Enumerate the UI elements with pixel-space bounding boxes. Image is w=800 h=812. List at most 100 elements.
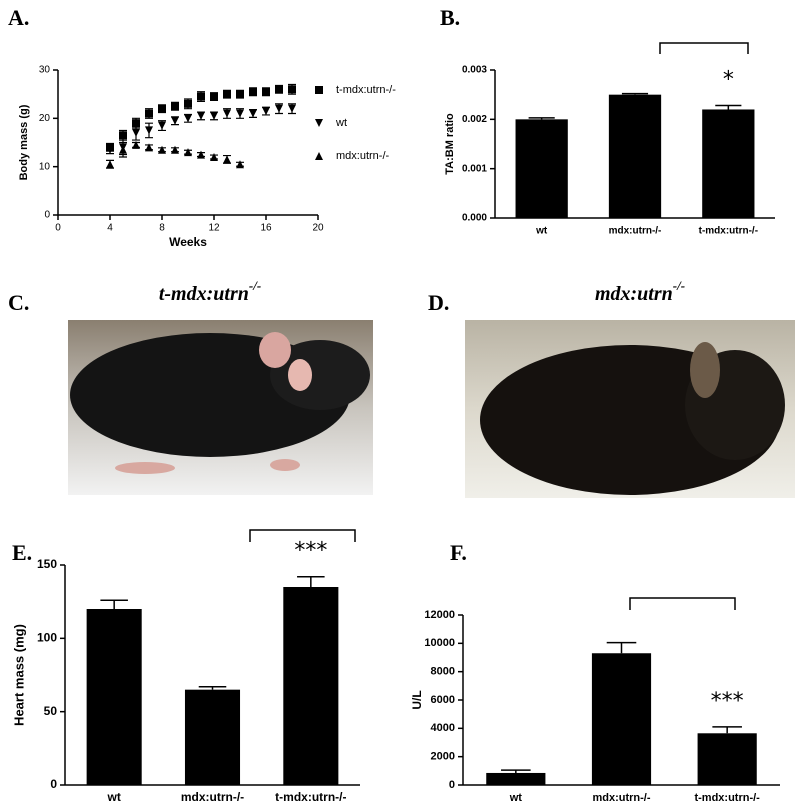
x-axis-label: Weeks: [169, 235, 207, 249]
x-tick-label: wt: [106, 790, 120, 804]
panel-label: F.: [450, 540, 467, 565]
x-tick-label: 4: [107, 223, 113, 234]
point: [184, 114, 192, 123]
point: [171, 102, 179, 111]
bracket: [659, 42, 749, 54]
y-tick-label: 6000: [431, 694, 455, 706]
y-axis-label: Body mass (g): [18, 104, 30, 180]
x-tick-label: 20: [312, 223, 324, 234]
point: [262, 87, 270, 96]
x-tick-label: t-mdx:utrn-/-: [699, 226, 758, 237]
bar: [86, 609, 142, 785]
point: [236, 109, 244, 118]
y-tick-label: 0.003: [462, 65, 487, 76]
caption-text: t-mdx:utrn: [159, 283, 249, 305]
y-tick-label: 0: [449, 779, 455, 791]
point: [210, 111, 218, 120]
x-tick-label: t-mdx:utrn-/-: [275, 790, 346, 804]
point: [184, 148, 192, 157]
y-tick-label: 30: [39, 65, 51, 76]
photo-d: [465, 320, 795, 498]
point: [132, 128, 140, 137]
photo-caption: t-mdx:utrn-/-: [159, 278, 261, 304]
panel-label: A.: [8, 5, 29, 30]
y-tick-label: 0.001: [462, 163, 487, 174]
y-tick-label: 20: [39, 113, 51, 124]
x-tick-label: wt: [509, 792, 523, 804]
point: [249, 109, 257, 118]
y-tick-label: 0: [44, 210, 50, 221]
caption-text: mdx:utrn: [595, 283, 673, 305]
point: [197, 111, 205, 120]
point: [132, 140, 140, 149]
point: [262, 107, 270, 116]
bar: [515, 119, 568, 218]
y-tick-label: 10: [39, 161, 51, 172]
legend-label: wt: [335, 117, 347, 129]
x-tick-label: mdx:utrn-/-: [609, 226, 662, 237]
point: [119, 131, 127, 140]
bracket: [629, 597, 736, 610]
x-tick-label: t-mdx:utrn-/-: [694, 792, 760, 804]
caption-sup: -/-: [249, 278, 261, 293]
legend-marker: [315, 86, 323, 94]
point: [223, 90, 231, 99]
point: [210, 92, 218, 101]
point: [223, 155, 231, 164]
y-tick-label: 50: [44, 704, 58, 718]
error-bar: [715, 104, 742, 110]
point: [145, 143, 153, 152]
point: [249, 87, 257, 96]
point: [145, 126, 153, 135]
point: [106, 160, 114, 169]
y-tick-label: 8000: [431, 666, 455, 678]
point: [171, 116, 179, 125]
y-axis-label: Heart mass (mg): [11, 624, 26, 726]
caption-sup: -/-: [673, 278, 685, 293]
annotation: *: [723, 68, 734, 93]
y-tick-label: 100: [37, 631, 57, 645]
photo-c: [68, 320, 373, 495]
y-tick-label: 10000: [424, 637, 455, 649]
y-tick-label: 150: [37, 557, 57, 571]
legend-label: t-mdx:utrn-/-: [336, 84, 396, 96]
error-bar: [297, 575, 325, 587]
y-tick-label: 4000: [431, 722, 455, 734]
bar: [702, 109, 755, 218]
x-tick-label: 12: [208, 223, 220, 234]
point: [158, 104, 166, 113]
point: [106, 145, 114, 154]
y-tick-label: 0.000: [462, 213, 487, 224]
y-tick-label: 0.002: [462, 114, 487, 125]
point: [145, 109, 153, 118]
x-tick-label: mdx:utrn-/-: [181, 790, 244, 804]
error-bar: [606, 641, 637, 654]
error-bar: [621, 92, 649, 95]
legend-marker: [315, 119, 323, 127]
error-bar: [100, 599, 128, 609]
y-tick-label: 2000: [431, 751, 455, 763]
point: [236, 90, 244, 99]
error-bar: [198, 685, 227, 690]
legend-label: mdx:utrn-/-: [336, 150, 390, 162]
annotation: ***: [711, 689, 744, 714]
error-bar: [501, 769, 531, 773]
panel-label: D.: [428, 290, 449, 315]
panel-label: B.: [440, 5, 460, 30]
point: [132, 119, 140, 128]
point: [119, 145, 127, 154]
point: [171, 145, 179, 154]
legend-marker: [315, 152, 323, 160]
point: [184, 99, 192, 108]
photo-caption: mdx:utrn-/-: [595, 278, 685, 304]
y-tick-label: 0: [50, 777, 57, 791]
bar: [184, 689, 241, 785]
point: [275, 85, 283, 94]
bar: [697, 733, 757, 785]
point: [158, 121, 166, 130]
x-tick-label: wt: [535, 226, 548, 237]
point: [288, 104, 296, 113]
panel-label: E.: [12, 540, 32, 565]
error-bar: [712, 726, 742, 734]
